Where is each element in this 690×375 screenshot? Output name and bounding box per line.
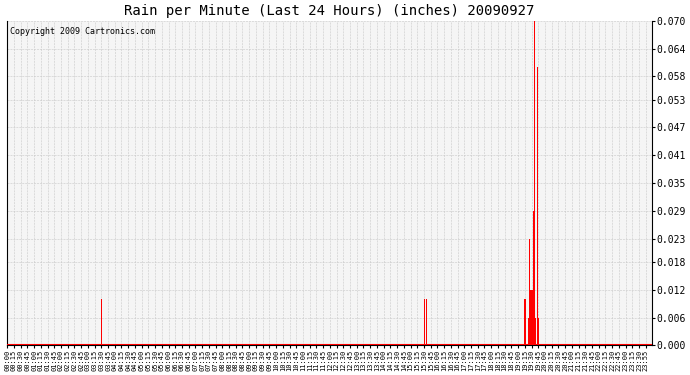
Title: Rain per Minute (Last 24 Hours) (inches) 20090927: Rain per Minute (Last 24 Hours) (inches)… <box>124 4 535 18</box>
Text: Copyright 2009 Cartronics.com: Copyright 2009 Cartronics.com <box>10 27 155 36</box>
